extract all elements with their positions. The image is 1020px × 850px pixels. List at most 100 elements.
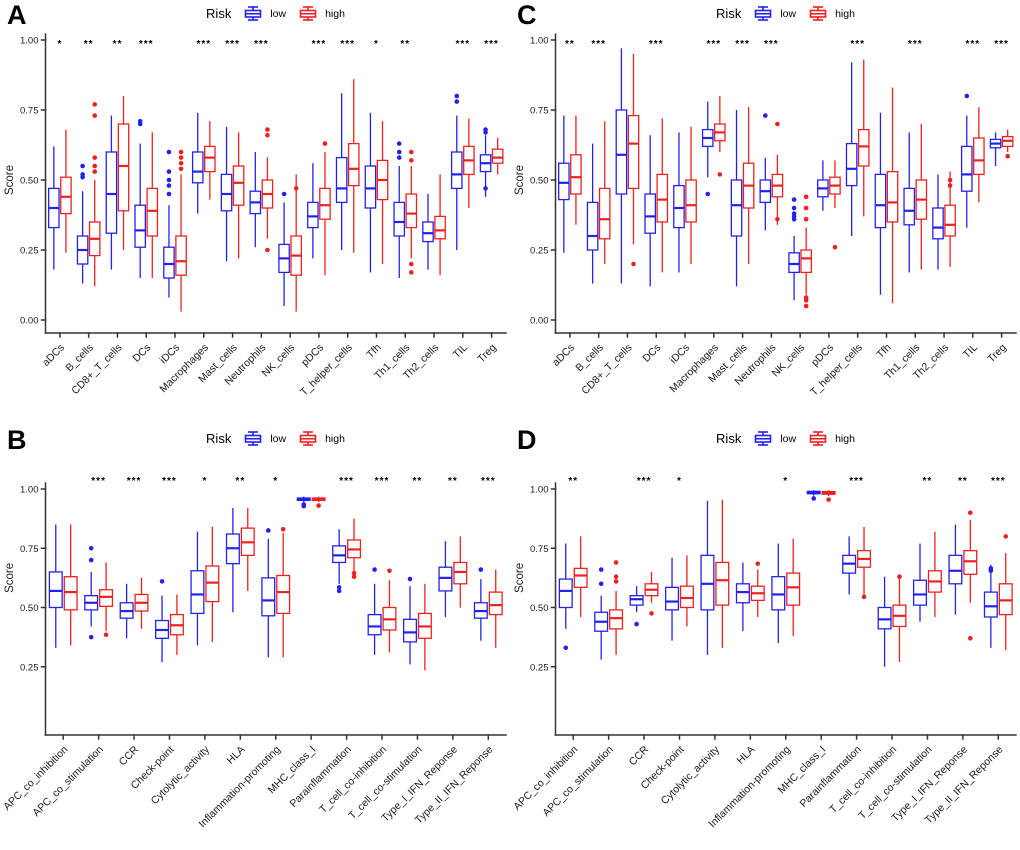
outlier-point [178,149,184,155]
outlier-point [322,141,328,146]
category-Check-point: Check-point* [638,476,694,792]
significance-stars: *** [484,39,499,50]
box-low [700,500,715,655]
box-high [232,132,245,259]
box-low [335,93,348,250]
outlier-point [159,579,165,584]
box-high [892,574,907,663]
significance-stars: * [57,39,62,50]
outlier-point [409,149,414,155]
box-low [393,141,406,278]
box-high [998,534,1013,651]
outlier-point [755,561,761,566]
outlier-point [137,118,143,124]
boxplot-chart: 0.000.250.500.751.00ScoreaDCs*B_cells**C… [4,33,507,399]
legend-label-high: high [325,432,345,445]
x-tick-label: CCR [117,743,142,768]
box-low [989,132,1002,166]
outlier-point [563,645,569,651]
box-high [204,121,216,200]
outlier-point [717,172,723,177]
outlier-point [336,585,342,590]
box-low [948,524,963,615]
outlier-point [265,247,270,253]
box-low [806,490,821,501]
outlier-point [763,113,768,118]
y-tick-label: 0.00 [20,316,39,327]
box-high [417,583,432,671]
panel-letter: A [7,0,27,30]
category-CCR: CCR *** [627,476,659,768]
outlier-point [178,166,184,172]
box-high [973,107,985,203]
outlier-point [166,183,172,188]
y-tick-label: 1.00 [20,36,39,47]
outlier-point [301,503,307,509]
x-tick-label: CCR [627,743,652,768]
outlier-point [1003,534,1009,539]
significance-stars: *** [965,39,980,50]
significance-stars: *** [991,476,1006,487]
y-tick-label: 0.75 [20,106,39,117]
significance-stars: *** [312,39,327,50]
category-Tfh: Tfh * [364,39,389,361]
box-high [927,531,942,617]
panel-letter: B [7,425,27,455]
box-low [877,576,892,667]
y-axis-title: Score [514,563,526,593]
significance-stars: ** [565,39,575,50]
significance-stars: ** [568,476,578,487]
category-CCR: CCR *** [117,476,149,768]
box-high [644,571,659,616]
box-low [48,146,60,270]
box-high [240,507,255,591]
y-tick-label: 0.75 [530,544,549,555]
risk-legend: Risk low high [45,5,506,22]
outlier-point [166,149,172,155]
box-low [191,112,204,214]
outlier-point [351,570,357,576]
panel-letter: D [517,425,537,455]
outlier-point [336,588,342,594]
legend-item-low: low [241,5,286,22]
box-low [673,132,685,273]
x-tick-label: Parainflammation [287,744,353,810]
box-high [627,54,640,267]
x-tick-label: Treg [475,342,499,366]
x-tick-label: T_helper_cells [298,342,355,399]
box-high [609,560,624,655]
category-DCs: DCs *** [640,39,669,365]
box-low [788,197,800,301]
outlier-point [265,132,270,138]
y-axis-title: Score [4,165,16,195]
x-tick-label: APC_co_inhibition [511,744,580,813]
outlier-point [613,560,619,565]
box-low [119,583,134,639]
significance-stars: *** [127,476,142,487]
x-tick-label: Tfh [364,342,383,361]
box-low [76,163,89,284]
box-low [771,543,786,644]
outlier-point [947,177,953,183]
y-tick-label: 0.75 [20,544,39,555]
box-low [364,112,377,273]
outlier-point [166,169,172,174]
outlier-point [1005,153,1010,159]
y-tick-label: 0.25 [530,662,549,673]
category-Tfh: Tfh [874,87,899,361]
box-low [473,567,488,641]
outlier-point [80,163,85,169]
significance-stars: * [677,476,682,487]
box-low [261,528,276,658]
box-low [759,113,772,231]
category-TIL: TIL *** [451,39,475,361]
significance-stars: *** [481,476,496,487]
box-high [169,594,184,655]
box-high [915,124,928,270]
box-low [225,507,240,613]
legend-item-high: high [296,5,345,22]
outlier-point [88,545,94,551]
box-low [105,115,118,270]
box-low [817,160,829,211]
box-low [163,149,175,298]
